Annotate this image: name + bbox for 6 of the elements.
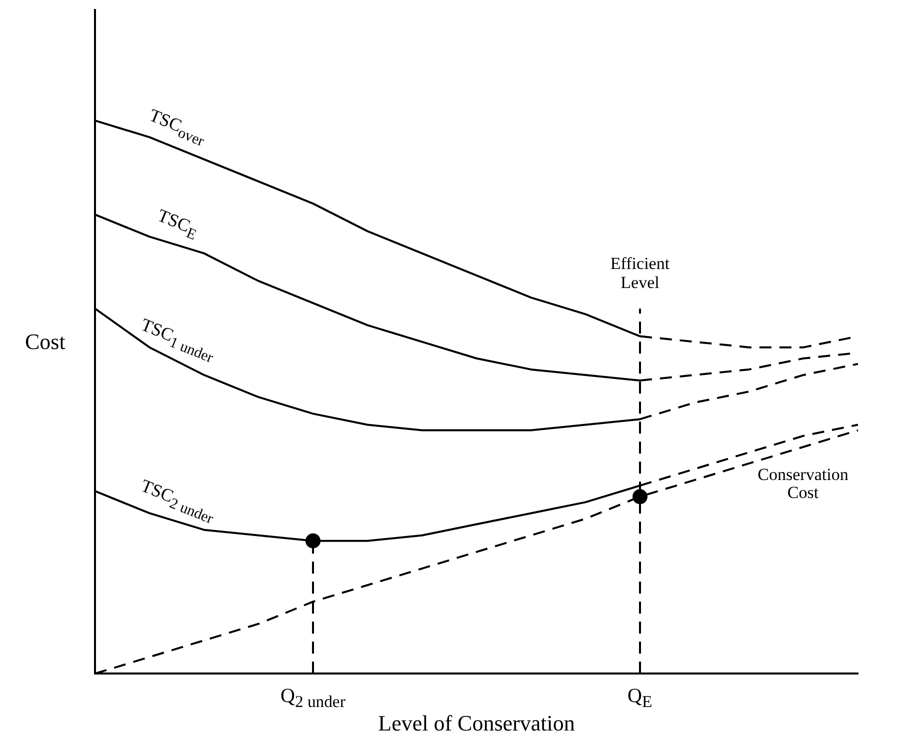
- x-axis-title: Level of Conservation: [378, 710, 575, 736]
- series-label: Conservation Cost: [756, 464, 850, 504]
- y-axis-title: Cost: [25, 328, 66, 354]
- x-tick-label: Q$_{E}$: [628, 684, 652, 711]
- x-tick-label: Q$_{2 under}$: [280, 684, 346, 711]
- annotation: Efficient Level: [609, 254, 671, 292]
